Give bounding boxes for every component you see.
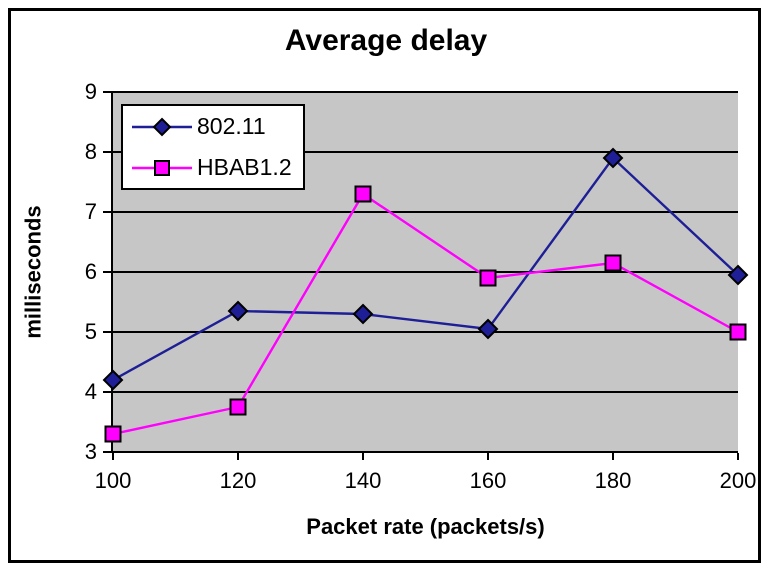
y-tick-label: 3 (84, 439, 97, 464)
legend-label: 802.11 (197, 113, 266, 139)
y-axis-title-wrap: milliseconds (16, 92, 52, 452)
x-axis-title: Packet rate (packets/s) (306, 514, 545, 539)
square-marker (104, 425, 122, 443)
x-tick-label: 140 (344, 468, 382, 493)
y-tick-4 (103, 391, 111, 393)
series-HBAB1.2 (104, 185, 747, 443)
gridline-y-8 (113, 151, 738, 153)
y-tick-5 (103, 331, 111, 333)
square-marker (604, 254, 622, 272)
square-marker (729, 323, 747, 341)
y-tick-label: 5 (84, 319, 97, 344)
gridline-y-5 (113, 331, 738, 333)
diamond-marker (727, 264, 749, 286)
gridline-y-4 (113, 391, 738, 393)
gridline-y-9 (113, 91, 738, 93)
series-line-802.11 (112, 156, 739, 382)
x-tick-label: 200 (719, 468, 757, 493)
diamond-icon (152, 117, 172, 136)
legend-item-802.11: 802.11 (123, 106, 303, 147)
y-axis-line (111, 91, 113, 453)
y-tick-label: 4 (84, 379, 97, 404)
gridline-y-6 (113, 271, 738, 273)
square-marker (354, 185, 372, 203)
x-tick-label: 180 (594, 468, 632, 493)
x-tick-label: 120 (219, 468, 257, 493)
x-tick-120 (237, 453, 239, 460)
diamond-marker (602, 147, 624, 169)
y-tick-6 (103, 271, 111, 273)
legend-swatch-square (132, 159, 192, 176)
series-layer (102, 147, 749, 443)
x-axis-line (111, 451, 738, 453)
y-tick-7 (103, 211, 111, 213)
square-icon (154, 159, 170, 176)
y-tick-8 (103, 151, 111, 153)
diamond-marker (477, 318, 499, 340)
y-tick-3 (103, 451, 111, 453)
diamond-marker (352, 303, 374, 325)
x-tick-label: 100 (94, 468, 132, 493)
x-tick-180 (612, 453, 614, 460)
diamond-marker (227, 300, 249, 322)
diamond-marker (102, 369, 124, 391)
square-marker (229, 398, 247, 416)
y-tick-label: 8 (84, 139, 97, 164)
legend-item-HBAB1.2: HBAB1.2 (123, 147, 303, 188)
x-tick-140 (362, 453, 364, 460)
x-tick-100 (112, 453, 114, 460)
y-tick-label: 9 (84, 79, 97, 104)
series-802.11 (102, 147, 749, 391)
y-axis-title: milliseconds (21, 205, 46, 339)
legend-label: HBAB1.2 (197, 154, 292, 180)
legend-swatch-diamond (132, 117, 192, 136)
legend: 802.11 HBAB1.2 (121, 104, 305, 190)
x-tick-160 (487, 453, 489, 460)
gridline-y-7 (113, 211, 738, 213)
y-tick-9 (103, 91, 111, 93)
x-tick-200 (737, 453, 739, 460)
x-tick-label: 160 (469, 468, 507, 493)
y-tick-label: 7 (84, 199, 97, 224)
series-line-HBAB1.2 (112, 192, 739, 436)
square-marker (479, 269, 497, 287)
chart-title: Average delay (284, 24, 488, 57)
y-tick-label: 6 (84, 259, 97, 284)
